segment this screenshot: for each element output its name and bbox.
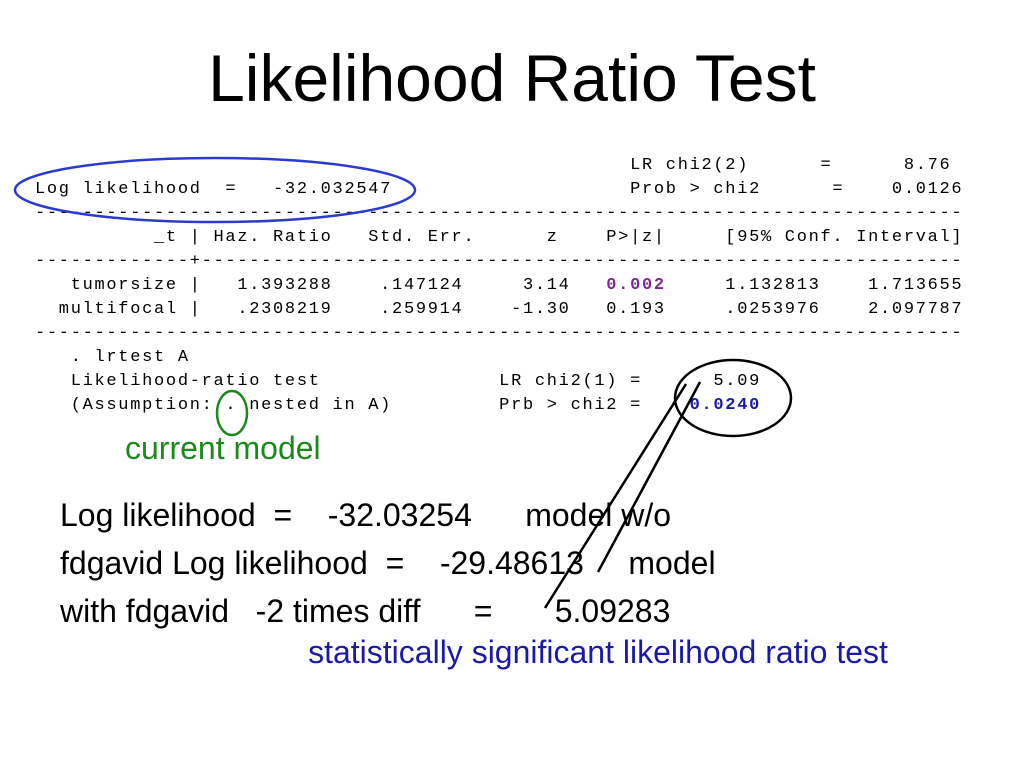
black-ellipse xyxy=(673,358,793,438)
output-line: ----------------------------------------… xyxy=(35,202,963,226)
output-text: _t | Haz. Ratio Std. Err. z P>|z| [95% C… xyxy=(35,228,964,247)
highlight: 0.002 xyxy=(606,276,666,295)
output-line: _t | Haz. Ratio Std. Err. z P>|z| [95% C… xyxy=(35,226,963,250)
output-line: multifocal | .2308219 .259914 -1.30 0.19… xyxy=(35,298,963,322)
conclusion: statistically significant likelihood rat… xyxy=(308,634,888,670)
output-text: LR chi2(2) = 8.76 xyxy=(35,156,952,175)
output-line: Likelihood-ratio test LR chi2(1) = 5.09 xyxy=(35,370,761,394)
output-text: (Assumption: . nested in A) Prb > chi2 = xyxy=(35,396,690,415)
slide-title: Likelihood Ratio Test xyxy=(208,41,816,115)
output-line: (Assumption: . nested in A) Prb > chi2 =… xyxy=(35,394,761,418)
output-line: LR chi2(2) = 8.76 xyxy=(35,154,951,178)
pointer-line xyxy=(543,383,688,609)
output-line: ----------------------------------------… xyxy=(35,322,963,346)
body-line: Log likelihood = -32.03254 model w/o xyxy=(60,497,672,533)
output-text: Likelihood-ratio test LR chi2(1) = 5.09 xyxy=(35,372,762,391)
output-line: Log likelihood = -32.032547 Prob > chi2 … xyxy=(35,178,963,202)
blue-ellipse xyxy=(13,156,417,224)
output-line: tumorsize | 1.393288 .147124 3.14 0.002 … xyxy=(35,274,963,298)
annotation: current model xyxy=(125,430,321,466)
output-line: -------------+--------------------------… xyxy=(35,250,963,274)
pointer-line xyxy=(596,381,702,573)
output-text: tumorsize | 1.393288 .147124 3.14 xyxy=(35,276,607,295)
output-text: 1.132813 1.713655 xyxy=(665,276,964,295)
highlight: 0.0240 xyxy=(689,396,762,415)
output-line: . lrtest A xyxy=(35,346,190,370)
output-text: -------------+--------------------------… xyxy=(35,252,964,271)
body-line: with fdgavid -2 times diff = 5.09283 xyxy=(60,593,671,629)
output-text: ----------------------------------------… xyxy=(35,324,964,343)
green-ellipse xyxy=(215,389,249,437)
output-text: ----------------------------------------… xyxy=(35,204,964,223)
output-text: multifocal | .2308219 .259914 -1.30 0.19… xyxy=(35,300,964,319)
output-text: Log likelihood = -32.032547 Prob > chi2 … xyxy=(35,180,964,199)
body-line: fdgavid Log likelihood = -29.48613 model xyxy=(60,545,716,581)
output-text: . lrtest A xyxy=(35,348,190,367)
